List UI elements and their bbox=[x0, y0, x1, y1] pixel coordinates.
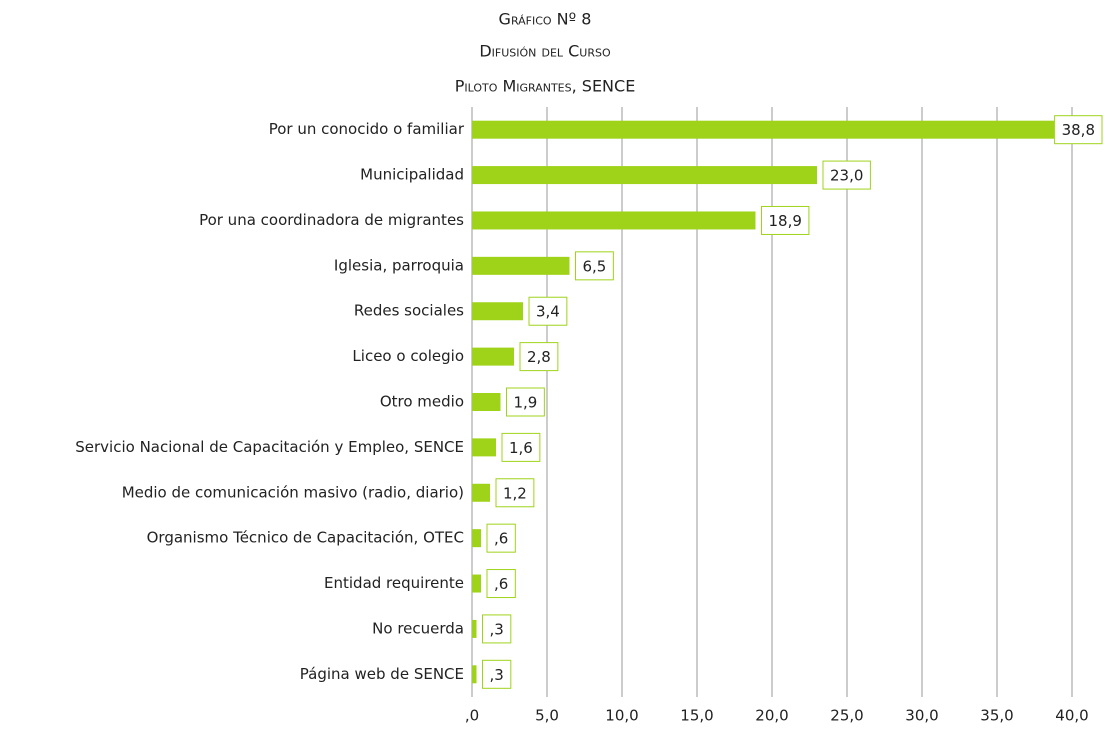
x-tick-label: 10,0 bbox=[605, 707, 638, 725]
value-label: ,6 bbox=[494, 530, 508, 548]
bar bbox=[472, 665, 477, 684]
y-tick-label: Página web de SENCE bbox=[300, 665, 464, 683]
value-label: 23,0 bbox=[830, 167, 863, 185]
y-tick-label: Liceo o colegio bbox=[352, 347, 464, 365]
bar bbox=[472, 619, 477, 638]
bar bbox=[472, 166, 817, 185]
chart-title: Piloto Migrantes, SENCE bbox=[455, 77, 636, 96]
y-tick-label: No recuerda bbox=[372, 619, 464, 637]
value-label: 1,9 bbox=[514, 394, 538, 412]
y-tick-label: Redes sociales bbox=[354, 302, 464, 320]
x-tick-label: 40,0 bbox=[1055, 707, 1088, 725]
bar bbox=[472, 529, 481, 548]
y-tick-label: Municipalidad bbox=[360, 166, 464, 184]
y-tick-label: Organismo Técnico de Capacitación, OTEC bbox=[147, 529, 464, 547]
value-label: ,3 bbox=[490, 620, 504, 638]
value-label-box bbox=[486, 569, 516, 599]
value-label-box bbox=[575, 251, 614, 281]
y-tick-label: Medio de comunicación masivo (radio, dia… bbox=[122, 483, 464, 501]
bar bbox=[472, 438, 496, 457]
value-label: ,6 bbox=[494, 575, 508, 593]
x-tick-label: ,0 bbox=[465, 707, 479, 725]
bar bbox=[472, 256, 570, 275]
value-label: ,3 bbox=[490, 666, 504, 684]
value-label: 18,9 bbox=[769, 212, 802, 230]
y-tick-label: Por un conocido o familiar bbox=[269, 120, 465, 138]
x-tick-label: 35,0 bbox=[980, 707, 1013, 725]
value-label-box bbox=[486, 523, 516, 553]
chart-title: Gráfico Nº 8 bbox=[499, 10, 592, 29]
bar bbox=[472, 120, 1054, 139]
value-label-box bbox=[519, 342, 559, 372]
bar bbox=[472, 393, 501, 411]
bar bbox=[472, 574, 481, 593]
x-tick-label: 30,0 bbox=[905, 707, 938, 725]
y-tick-label: Por una coordinadora de migrantes bbox=[199, 211, 464, 229]
value-label-box bbox=[1054, 115, 1103, 145]
value-label-box bbox=[482, 614, 512, 644]
value-label-box bbox=[822, 160, 871, 190]
y-tick-label: Otro medio bbox=[380, 393, 464, 411]
bar bbox=[472, 211, 756, 230]
value-label-box bbox=[501, 432, 541, 462]
value-label: 38,8 bbox=[1062, 121, 1095, 139]
value-label-box bbox=[761, 205, 810, 235]
bar bbox=[472, 302, 523, 321]
x-tick-label: 20,0 bbox=[755, 707, 788, 725]
x-tick-label: 15,0 bbox=[680, 707, 713, 725]
value-label: 1,2 bbox=[503, 484, 527, 502]
x-tick-label: 5,0 bbox=[535, 707, 559, 725]
value-label-box bbox=[506, 387, 545, 417]
value-label-box bbox=[495, 478, 535, 508]
y-tick-label: Iglesia, parroquia bbox=[334, 256, 464, 274]
value-label: 1,6 bbox=[509, 439, 533, 457]
chart-title: Difusión del Curso bbox=[479, 42, 611, 61]
bar bbox=[472, 483, 490, 502]
y-tick-label: Entidad requirente bbox=[324, 574, 464, 592]
x-tick-label: 25,0 bbox=[830, 707, 863, 725]
value-label: 3,4 bbox=[536, 303, 560, 321]
bar bbox=[472, 347, 514, 366]
value-label-box bbox=[482, 659, 512, 689]
value-label-box bbox=[528, 296, 568, 326]
y-tick-label: Servicio Nacional de Capacitación y Empl… bbox=[75, 438, 464, 456]
value-label: 6,5 bbox=[583, 257, 607, 275]
value-label: 2,8 bbox=[527, 348, 551, 366]
